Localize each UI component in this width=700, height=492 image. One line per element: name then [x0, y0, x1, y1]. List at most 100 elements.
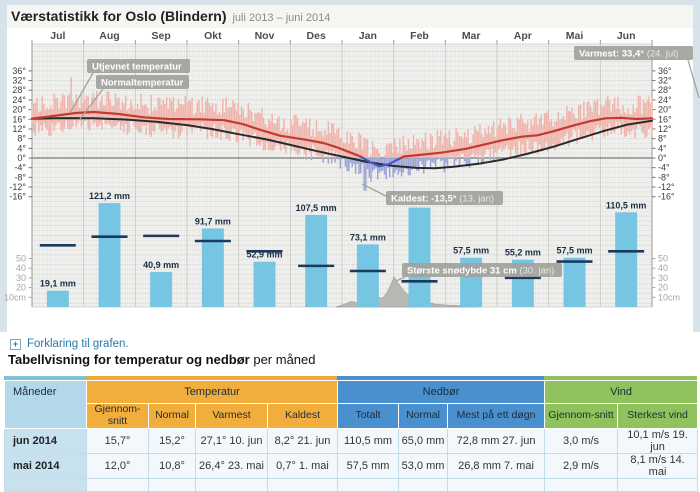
table-row-partial: [4, 478, 699, 492]
explain-graph-label: Forklaring til grafen.: [27, 338, 129, 350]
expand-icon: +: [10, 338, 21, 350]
header-group-temperatur: Temperatur: [85, 380, 339, 404]
col-vind-gjennomsnitt: Gjennom-snitt: [544, 403, 619, 429]
svg-text:20: 20: [16, 283, 26, 293]
normal-temperature-line: [31, 117, 653, 170]
svg-text:121,2 mm: 121,2 mm: [89, 191, 130, 201]
svg-text:55,2 mm: 55,2 mm: [505, 248, 541, 258]
svg-text:16°: 16°: [12, 114, 26, 124]
svg-text:Apr: Apr: [514, 30, 532, 42]
table-top-strip: [4, 376, 697, 380]
svg-text:73,1 mm: 73,1 mm: [350, 232, 386, 242]
cell: 27,1° 10. jun: [195, 428, 268, 454]
svg-text:20°: 20°: [658, 105, 672, 115]
svg-text:-8°: -8°: [14, 172, 26, 182]
label-normal-temperature: Normaltemperatur: [79, 75, 189, 120]
cell: 12,0°: [86, 453, 149, 479]
svg-text:40,9 mm: 40,9 mm: [143, 260, 179, 270]
col-nedbor-normal: Normal: [398, 403, 449, 429]
col-nedbor-totalt: Totalt: [337, 403, 400, 429]
col-temp-varmest: Varmest: [195, 403, 268, 429]
explain-graph-link[interactable]: + Forklaring til grafen.: [10, 338, 129, 350]
precipitation-bar-labels: 19,1 mm 121,2 mm 40,9 mm 91,7 mm 52,9 mm 107,…: [40, 191, 647, 288]
col-temp-kaldest: Kaldest: [266, 403, 339, 429]
svg-text:Nov: Nov: [255, 30, 275, 42]
svg-text:28°: 28°: [12, 85, 26, 95]
svg-text:36°: 36°: [658, 66, 672, 76]
svg-text:50: 50: [658, 254, 668, 264]
svg-text:Normaltemperatur: Normaltemperatur: [101, 78, 184, 89]
cell: 72,8 mm 27. jun: [447, 428, 546, 454]
strip-maneder: [4, 376, 86, 380]
svg-text:0°: 0°: [658, 153, 667, 163]
svg-text:8°: 8°: [658, 134, 667, 144]
col-temp-normal: Normal: [148, 403, 196, 429]
svg-text:Mar: Mar: [462, 30, 481, 42]
svg-text:50: 50: [16, 254, 26, 264]
svg-text:110,5 mm: 110,5 mm: [606, 200, 647, 210]
svg-text:32°: 32°: [658, 76, 672, 86]
smoothed-temperature-line: [30, 110, 654, 168]
svg-text:19,1 mm: 19,1 mm: [40, 279, 76, 289]
svg-text:-8°: -8°: [658, 172, 670, 182]
cell: 15,7°: [86, 428, 149, 454]
cell: 110,5 mm: [337, 428, 400, 454]
row-month: jun 2014: [4, 428, 87, 454]
svg-text:57,5 mm: 57,5 mm: [556, 246, 592, 256]
svg-text:91,7 mm: 91,7 mm: [195, 216, 231, 226]
page-title: Værstatistikk for Oslo (Blindern): [11, 8, 227, 24]
svg-text:-12°: -12°: [9, 182, 26, 192]
row-month: mai 2014: [4, 453, 87, 479]
svg-text:0°: 0°: [17, 153, 26, 163]
cell: 10,8°: [148, 453, 196, 479]
svg-text:Sep: Sep: [152, 30, 171, 42]
svg-text:Varmest: 33,4° (24. jul): Varmest: 33,4° (24. jul): [579, 49, 678, 60]
explain-row: + Forklaring til grafen.: [0, 332, 700, 356]
temperature-axis-labels: 36° 36°32° 32°28° 28°24° 24°20° 20°16° 16°12° 1…: [9, 66, 675, 202]
svg-text:Utjevnet temperatur: Utjevnet temperatur: [92, 62, 182, 73]
cell: 65,0 mm: [398, 428, 449, 454]
table-title: Tabellvisning for temperatur og nedbør p…: [8, 352, 316, 367]
table-row-mai-2014: mai 2014 12,0° 10,8° 26,4° 23. mai 0,7° …: [4, 453, 699, 479]
svg-text:57,5 mm: 57,5 mm: [453, 246, 489, 256]
svg-text:12°: 12°: [658, 124, 672, 134]
weather-chart: Jul Aug Sep Okt Nov Des Jan Feb Mar Apr Mai Jun 36° 3…: [0, 28, 700, 332]
header-group-nedbor: Nedbør: [337, 380, 546, 404]
table-row-jun-2014: jun 2014 15,7° 15,2° 27,1° 10. jun 8,2° …: [4, 428, 699, 454]
col-temp-gjennomsnitt: Gjennom-snitt: [86, 403, 149, 429]
svg-text:-4°: -4°: [658, 163, 670, 173]
svg-text:Jun: Jun: [617, 30, 636, 42]
month-axis-labels: Jul Aug Sep Okt Nov Des Jan Feb Mar Apr Mai Jun: [50, 30, 635, 42]
page-header: Værstatistikk for Oslo (Blindern) juli 20…: [7, 5, 693, 29]
svg-text:20: 20: [658, 283, 668, 293]
svg-text:8°: 8°: [17, 134, 26, 144]
cell: 0,7° 1. mai: [266, 453, 339, 479]
svg-text:10cm: 10cm: [4, 292, 26, 302]
header-maneder: Måneder: [4, 380, 87, 429]
cell: 8,2° 21. jun: [266, 428, 339, 454]
cell: 3,0 m/s: [544, 428, 619, 454]
cell: 10,1 m/s 19. jun: [617, 428, 699, 454]
svg-text:-4°: -4°: [14, 163, 26, 173]
cell: 57,5 mm: [337, 453, 400, 479]
svg-text:-16°: -16°: [658, 192, 675, 202]
svg-text:4°: 4°: [17, 143, 26, 153]
cell: 8,1 m/s 14. mai: [617, 453, 699, 479]
svg-text:40: 40: [16, 263, 26, 273]
svg-text:40: 40: [658, 263, 668, 273]
cell: 26,4° 23. mai: [195, 453, 268, 479]
cell: 2,9 m/s: [544, 453, 619, 479]
svg-text:24°: 24°: [12, 95, 26, 105]
svg-text:Kaldest: -13,5° (13. jan): Kaldest: -13,5° (13. jan): [391, 194, 494, 205]
svg-text:10cm: 10cm: [658, 292, 680, 302]
svg-text:24°: 24°: [658, 95, 672, 105]
label-smoothed-temperature: Utjevnet temperatur: [69, 59, 190, 114]
svg-text:107,5 mm: 107,5 mm: [296, 203, 337, 213]
svg-text:32°: 32°: [12, 76, 26, 86]
svg-text:Jan: Jan: [359, 30, 377, 42]
strip-nedbor: [337, 376, 544, 380]
svg-text:52,9 mm: 52,9 mm: [246, 250, 282, 260]
svg-text:-12°: -12°: [658, 182, 675, 192]
